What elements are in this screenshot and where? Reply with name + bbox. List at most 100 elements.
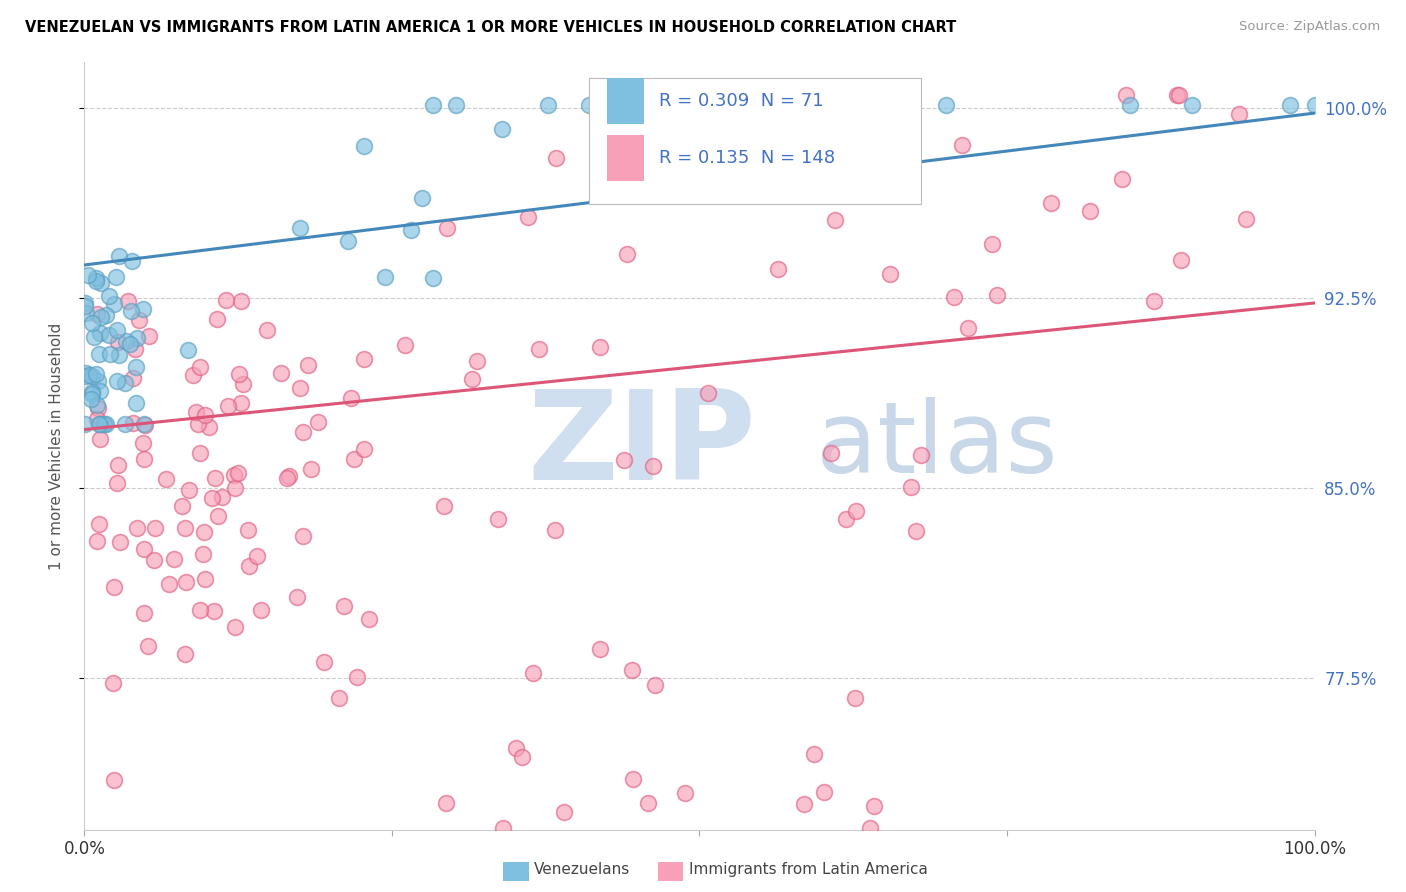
Point [89,384,111,398]
Point [103,580,125,594]
Point [211,490,233,504]
Point [107,335,129,350]
Point [84,274,107,288]
Point [103,297,125,311]
Point [105,475,128,490]
Point [75,366,97,380]
Point [232,376,254,391]
Point [134,606,156,620]
Point [226,466,249,480]
Point [824,213,846,227]
Point [217,399,239,413]
Point [353,442,375,457]
Point [83,330,105,344]
Point [1168,88,1191,103]
Point [817,98,839,112]
Point [86,307,108,321]
Point [89,417,111,432]
Point [125,359,148,374]
Point [270,366,292,380]
Point [90,417,112,431]
Point [75,296,97,310]
Point [537,98,560,112]
Point [188,359,211,374]
Point [845,504,868,518]
Point [465,353,488,368]
Point [98,289,121,303]
Point [374,270,396,285]
Point [813,784,835,798]
Point [87,374,110,388]
Point [134,541,156,556]
Point [399,223,422,237]
Point [250,603,273,617]
Point [1119,98,1142,112]
Point [644,678,666,692]
Point [589,642,612,657]
Point [105,270,128,285]
Point [288,381,311,395]
Point [115,334,138,348]
Point [935,98,957,112]
Point [229,396,252,410]
Point [90,277,112,291]
Point [80,384,103,399]
Point [80,369,103,384]
Point [174,521,197,535]
Point [224,481,246,495]
Point [89,433,111,447]
Point [127,331,149,345]
Text: ZIP: ZIP [527,385,756,507]
Point [292,425,315,440]
Point [89,326,111,340]
FancyBboxPatch shape [589,78,921,204]
Point [768,262,790,277]
Point [207,509,229,524]
Point [159,577,181,591]
Point [77,268,100,283]
Point [803,747,825,762]
Point [121,371,143,385]
Point [197,420,219,434]
Point [84,271,107,285]
Text: R = 0.135  N = 148: R = 0.135 N = 148 [659,149,835,168]
Point [96,417,118,432]
Point [529,342,551,356]
Point [276,471,298,485]
Point [1143,293,1166,308]
Point [307,415,329,429]
Point [434,797,457,811]
Point [128,312,150,326]
Point [957,321,980,335]
Point [544,523,567,537]
Point [120,337,142,351]
Point [224,620,246,634]
Point [89,417,111,432]
Point [121,254,143,268]
Point [77,368,100,383]
Point [170,499,193,513]
Point [863,798,886,813]
Point [643,458,665,473]
Point [1170,253,1192,268]
Point [105,374,128,388]
Point [143,521,166,535]
Point [1040,196,1063,211]
Point [657,188,679,202]
Point [177,343,200,357]
Point [82,317,104,331]
Point [422,271,444,285]
Point [353,351,375,366]
Point [621,663,644,677]
Point [1181,98,1204,112]
Point [143,553,166,567]
Point [589,340,612,354]
Point [98,328,121,343]
Point [637,797,659,811]
Point [224,467,246,482]
Point [291,529,314,543]
Point [101,676,124,690]
Point [108,249,131,263]
Point [75,306,97,320]
Point [131,436,153,450]
